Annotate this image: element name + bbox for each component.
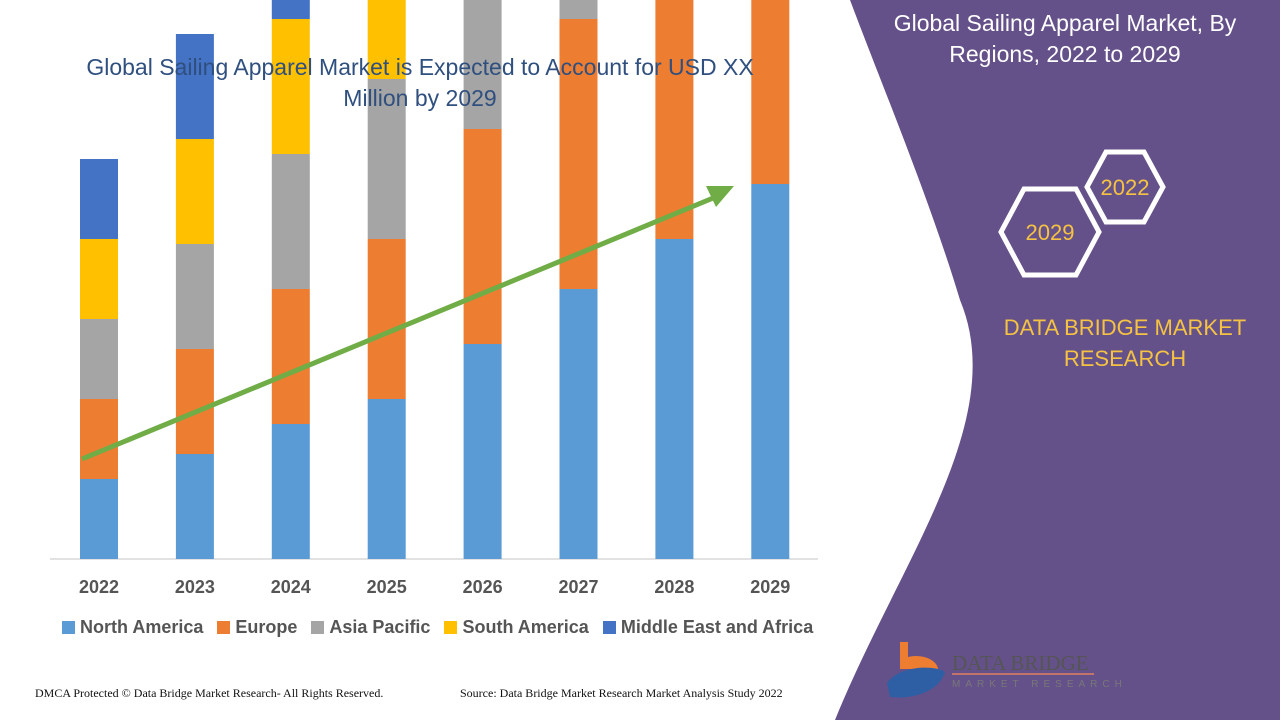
bar-segment-2024-1 <box>271 289 310 424</box>
legend-label: Europe <box>235 617 298 637</box>
bar-segment-2027-1 <box>559 19 598 289</box>
svg-text:MARKET RESEARCH: MARKET RESEARCH <box>952 679 1127 690</box>
legend-label: South America <box>462 617 589 637</box>
side-panel <box>835 0 1280 720</box>
bar-segment-2027-0 <box>559 289 598 559</box>
legend-item: Europe <box>217 617 297 638</box>
hexagon-2029 <box>998 186 1102 278</box>
brand-name: DATA BRIDGE MARKET RESEARCH <box>1003 315 1247 371</box>
bar-segment-2029-1 <box>751 0 790 184</box>
legend-swatch <box>217 621 231 634</box>
legend-item: South America <box>444 617 589 638</box>
bar-segment-2022-4 <box>80 159 118 239</box>
legend: North America Europe Asia Pacific South Ame… <box>62 617 813 638</box>
hexagon-2022 <box>1084 149 1166 225</box>
hex-label-2029: 2029 <box>1026 220 1075 245</box>
legend-swatch <box>444 621 458 634</box>
legend-item: Middle East and Africa <box>602 617 814 638</box>
legend-label: North America <box>80 617 204 637</box>
x-tick-label: 2022 <box>79 577 119 597</box>
bar-segment-2022-0 <box>80 479 118 559</box>
bar-segment-2026-2 <box>463 0 502 129</box>
bar-segment-2027-2 <box>559 0 598 19</box>
chart: 2022 2023 2024 2025 2026 2027 2028 2029 <box>50 0 818 597</box>
bar-segment-2025-2 <box>367 79 406 239</box>
legend-swatch <box>602 621 616 634</box>
bar-segment-2024-4 <box>271 0 310 19</box>
bar-segment-2024-3 <box>271 19 310 154</box>
x-tick-label: 2025 <box>367 577 407 597</box>
bar-segment-2026-0 <box>463 344 502 559</box>
arrow-head-icon <box>706 186 734 207</box>
x-tick-label: 2029 <box>750 577 790 597</box>
bar-segment-2024-0 <box>271 424 310 559</box>
bar-segment-2023-0 <box>175 454 214 559</box>
bar-segment-2022-1 <box>80 399 118 479</box>
bar-segment-2025-0 <box>367 399 406 559</box>
x-tick-label: 2024 <box>271 577 311 597</box>
legend-item: North America <box>62 617 203 638</box>
logo-b-icon <box>900 642 938 669</box>
x-tick-label: 2023 <box>175 577 215 597</box>
bar-segment-2023-3 <box>175 139 214 244</box>
bar-segment-2025-3 <box>367 0 406 79</box>
x-tick-label: 2028 <box>654 577 694 597</box>
bar-segment-2023-4 <box>175 34 214 139</box>
bar-segment-2023-1 <box>175 349 214 454</box>
page-title: Global Sailing Apparel Market is Expecte… <box>86 54 754 111</box>
trend-arrow <box>81 193 719 462</box>
legend-swatch <box>311 621 325 634</box>
legend-swatch <box>62 621 75 634</box>
bar-segment-2026-1 <box>463 129 502 344</box>
footer-copyright: DMCA Protected © Data Bridge Market Rese… <box>35 686 384 700</box>
bar-segment-2022-3 <box>80 239 118 319</box>
side-panel-title: Global Sailing Apparel Market, By Region… <box>893 10 1237 67</box>
bar-segment-2022-2 <box>80 319 118 399</box>
bar-segment-2028-0 <box>655 239 694 559</box>
footer-source: Source: Data Bridge Market Research Mark… <box>460 686 783 700</box>
legend-label: Middle East and Africa <box>620 617 814 637</box>
legend-label: Asia Pacific <box>329 617 431 637</box>
bar-segment-2024-2 <box>271 154 310 289</box>
svg-text:DATA BRIDGE: DATA BRIDGE <box>952 651 1089 675</box>
bar-segment-2028-1 <box>655 0 694 239</box>
logo-swoosh-icon <box>887 667 945 698</box>
legend-item: Asia Pacific <box>311 617 430 638</box>
hex-label-2022: 2022 <box>1101 175 1150 200</box>
x-tick-label: 2027 <box>558 577 598 597</box>
x-tick-label: 2026 <box>463 577 503 597</box>
logo: DATA BRIDGE MARKET RESEARCH <box>887 642 1127 698</box>
bar-segment-2025-1 <box>367 239 406 399</box>
bar-segment-2029-0 <box>751 184 790 559</box>
bar-segment-2023-2 <box>175 244 214 349</box>
